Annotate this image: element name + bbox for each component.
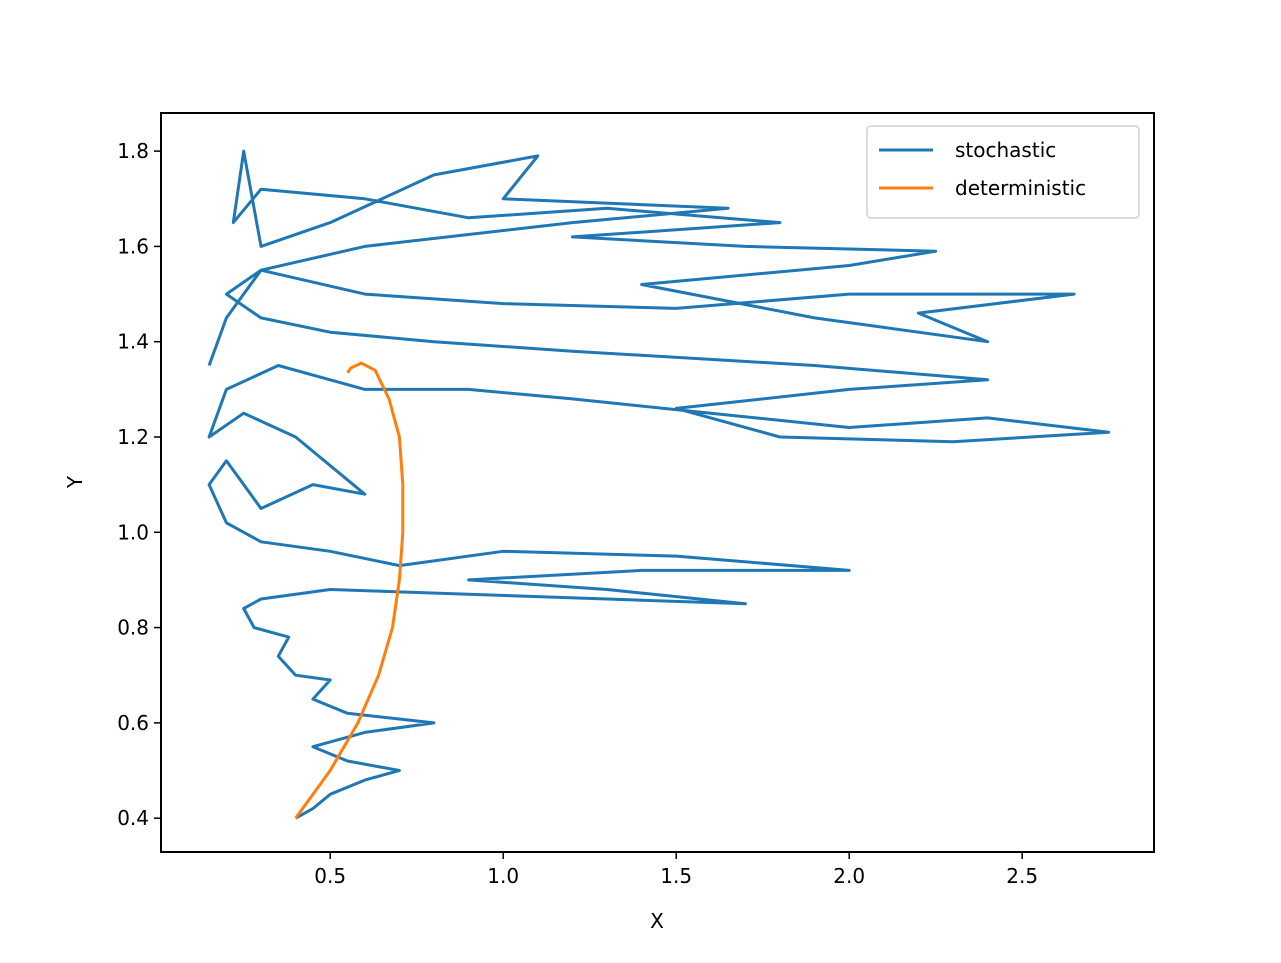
series-line (207, 149, 1111, 820)
legend-label: deterministic (955, 176, 1086, 200)
x-tick-label: 2.5 (1006, 864, 1038, 888)
y-tick-label: 1.2 (117, 425, 149, 449)
y-tick-label: 1.0 (117, 520, 149, 544)
y-tick-label: 0.4 (117, 806, 149, 830)
y-tick-label: 1.4 (117, 330, 149, 354)
x-tick-label: 1.5 (660, 864, 692, 888)
y-axis-label: Y (63, 475, 87, 489)
y-tick-label: 0.6 (117, 711, 149, 735)
legend-box (866, 125, 1140, 219)
x-tick-label: 2.0 (833, 864, 865, 888)
x-tick-label: 1.0 (487, 864, 519, 888)
x-axis-label: X (650, 909, 664, 933)
y-tick-label: 1.8 (117, 139, 149, 163)
legend-label: stochastic (955, 138, 1056, 162)
y-tick-label: 0.8 (117, 616, 149, 640)
x-tick-label: 0.5 (314, 864, 346, 888)
series-line (294, 361, 405, 820)
plot-frame (160, 112, 1155, 853)
y-tick-label: 1.6 (117, 234, 149, 258)
